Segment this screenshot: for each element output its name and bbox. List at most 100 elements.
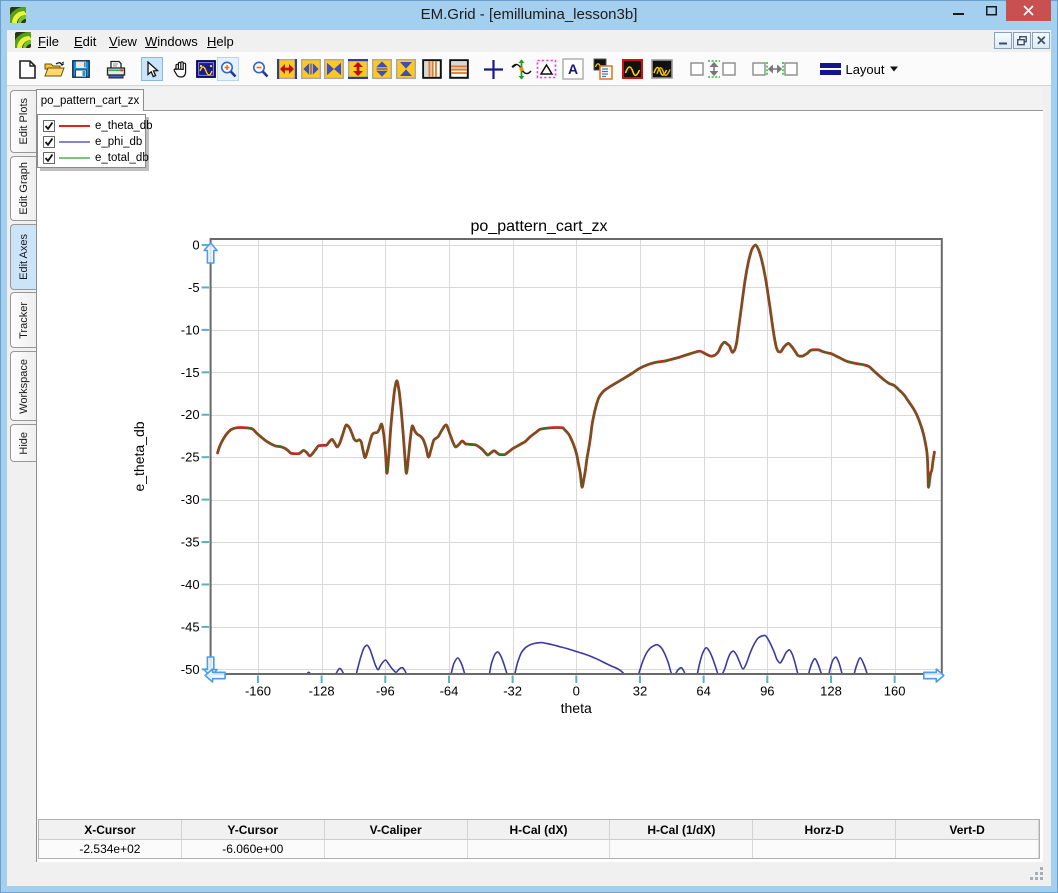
horizontal-grid-button[interactable] [448, 57, 470, 81]
layout-dropdown[interactable]: Layout [843, 57, 901, 81]
sidebar-tab-workspace[interactable]: Workspace [10, 351, 36, 421]
mdi-minimize-button[interactable] [994, 32, 1012, 49]
v-fit-right-checkbox-button[interactable] [718, 57, 740, 81]
new-document-button[interactable] [16, 57, 38, 81]
y-tick-label--50: -50 [181, 662, 200, 677]
zoom-out-button[interactable] [249, 57, 271, 81]
caliper-button[interactable] [535, 57, 557, 81]
y-tick-label--15: -15 [181, 365, 200, 380]
caliper-icon [536, 59, 556, 79]
save-button[interactable] [70, 57, 92, 81]
x-axis-right-arrow[interactable] [922, 668, 945, 683]
edit-axes-handles[interactable] [203, 242, 945, 683]
sidebar-tab-tracker[interactable]: Tracker [10, 292, 36, 348]
legend-checkbox-e_phi_db[interactable] [43, 136, 55, 148]
document-tab[interactable]: po_pattern_cart_zx [36, 89, 144, 111]
expand-x-button[interactable] [276, 57, 298, 81]
maximize-icon [985, 5, 997, 15]
save-icon [72, 60, 90, 78]
x-tick-label--160: -160 [245, 684, 271, 699]
pointer-button[interactable] [141, 57, 163, 81]
stretch-y-button[interactable] [371, 57, 393, 81]
mdi-restore-button[interactable] [1013, 32, 1031, 49]
v-fit-right-checkbox [722, 62, 736, 76]
x-tick-labels: -160 -128 -96 -64 -32 0 32 64 96 128 160 [245, 684, 906, 699]
sidebar-tab-edit-axes[interactable]: Edit Axes [10, 224, 36, 290]
zoom-in-icon [220, 61, 236, 77]
y-tick-label--40: -40 [181, 577, 200, 592]
horizontal-grid-icon [449, 59, 469, 79]
open-button[interactable] [43, 57, 65, 81]
h-fit-right-checkbox-button[interactable] [780, 57, 802, 81]
minimize-button[interactable] [944, 0, 974, 21]
curve-e_phi_db[interactable] [218, 634, 934, 686]
text-annotation-button[interactable]: A [562, 57, 584, 81]
stretch-x-button[interactable] [300, 57, 322, 81]
close-icon [1036, 36, 1045, 45]
shrink-y-button[interactable] [395, 57, 417, 81]
pan-hand-button[interactable] [169, 57, 191, 81]
fit-plot-icon [196, 60, 216, 78]
app-logo-icon [8, 7, 26, 23]
plot-canvas[interactable]: -160 -128 -96 -64 -32 0 32 64 96 128 160 0 -5 -10 -15 -… [36, 111, 1043, 819]
document-logo-icon [13, 32, 31, 48]
legend-checkbox-e_total_db[interactable] [43, 152, 55, 164]
open-icon [43, 61, 65, 76]
axis-ticks [201, 244, 896, 683]
restore-icon [1017, 35, 1027, 45]
y-tick-label--10: -10 [181, 322, 200, 337]
vertical-grid-button[interactable] [421, 57, 443, 81]
status-col-value-h-cal-1-dx- [610, 839, 754, 858]
v-fit-left-checkbox-button[interactable] [686, 57, 708, 81]
checkmark-icon [44, 121, 54, 131]
menu-edit[interactable]: Edit [74, 34, 97, 49]
tracker-button[interactable] [510, 57, 532, 81]
x-tick-label-32: 32 [633, 684, 647, 699]
curve-e_total_db[interactable] [216, 244, 936, 488]
crosshair-icon [483, 59, 503, 79]
stretch-y-icon [372, 59, 392, 79]
menu-file[interactable]: File [38, 34, 59, 49]
x-axis-left-arrow[interactable] [204, 668, 226, 683]
pan-hand-icon [173, 60, 186, 78]
shrink-y-icon [396, 59, 416, 79]
sidebar-tab-edit-graph[interactable]: Edit Graph [10, 156, 36, 221]
resize-grip-icon[interactable] [1030, 867, 1045, 882]
vertical-grid-icon [422, 59, 442, 79]
status-col-header-h-cal-dx-: H-Cal (dX) [468, 820, 611, 839]
shrink-x-button[interactable] [323, 57, 345, 81]
sidebar-tab-hide[interactable]: Hide [10, 424, 36, 462]
edit-plot-button[interactable] [621, 57, 643, 81]
menu-windows[interactable]: Windows [145, 34, 198, 49]
expand-y-button[interactable] [347, 57, 369, 81]
fit-plot-button[interactable] [195, 57, 217, 81]
v-fit-button[interactable] [703, 57, 725, 81]
layout-bars-button[interactable] [819, 57, 841, 81]
mdi-close-button[interactable] [1032, 32, 1050, 49]
h-fit-button[interactable] [764, 57, 786, 81]
maximize-button[interactable] [976, 0, 1006, 21]
edit-plots-button[interactable] [651, 57, 673, 81]
legend-checkbox-e_theta_db[interactable] [43, 120, 55, 132]
zoom-in-button[interactable] [217, 57, 239, 81]
crosshair-button[interactable] [482, 57, 504, 81]
menu-view[interactable]: View [109, 34, 137, 49]
status-col-header-vert-d: Vert-D [896, 820, 1039, 839]
menu-help[interactable]: Help [207, 34, 234, 49]
status-col-value-horz-d [753, 839, 897, 858]
x-axis-label: theta [561, 700, 592, 716]
y-axis-label: e_theta_db [131, 421, 147, 491]
x-tick-label--64: -64 [440, 684, 459, 699]
h-fit-left-checkbox-button[interactable] [748, 57, 770, 81]
legend-row-e_theta_db: e_theta_db [38, 118, 153, 134]
print-button[interactable] [105, 57, 127, 81]
status-col-header-h-cal-1-dx-: H-Cal (1/dX) [610, 820, 754, 839]
close-button[interactable] [1006, 0, 1051, 21]
plot-properties-button[interactable] [592, 57, 614, 81]
sidebar-tab-label: Workspace [17, 358, 30, 414]
h-fit-icon [766, 62, 784, 76]
legend-label: e_phi_db [95, 136, 143, 148]
y-axis-top-arrow[interactable] [203, 242, 218, 264]
sidebar-tab-edit-plots[interactable]: Edit Plots [10, 90, 36, 153]
status-table: X-Cursor -2.534e+02 Y-Cursor -6.060e+00 V-Ca… [38, 819, 1040, 859]
